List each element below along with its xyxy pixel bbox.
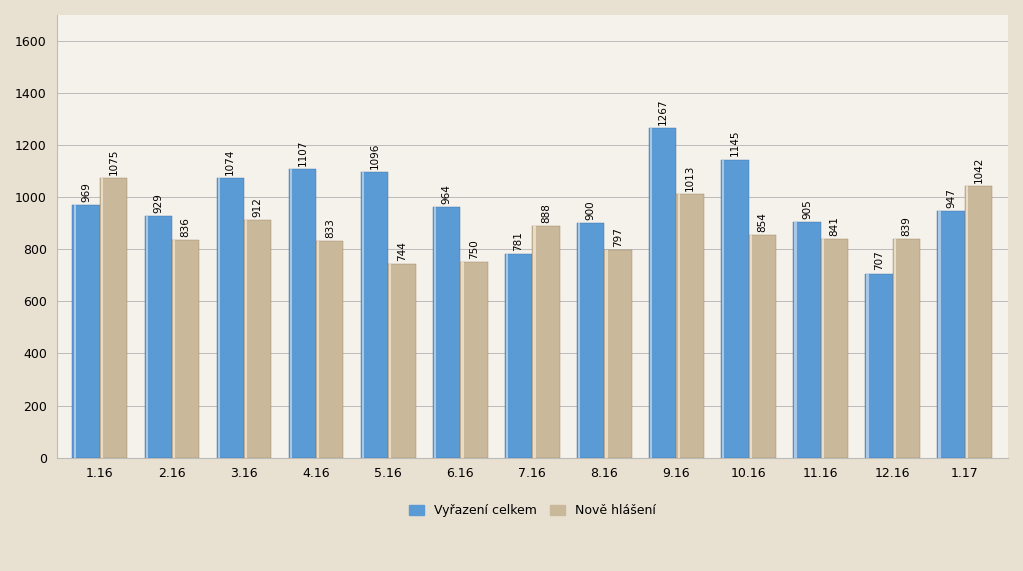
Bar	[794, 222, 797, 457]
Bar	[676, 194, 704, 457]
Text: 1074: 1074	[225, 148, 235, 175]
Text: 1107: 1107	[298, 140, 307, 166]
Bar	[966, 186, 968, 457]
Text: 947: 947	[946, 188, 957, 208]
Bar	[821, 239, 824, 457]
Bar	[144, 216, 172, 457]
Text: 900: 900	[586, 200, 595, 220]
Text: 1013: 1013	[685, 164, 696, 191]
Bar	[893, 239, 920, 457]
Bar	[362, 172, 364, 457]
Text: 833: 833	[324, 218, 335, 238]
Text: 781: 781	[514, 231, 524, 251]
Bar	[100, 178, 127, 457]
Text: 841: 841	[830, 216, 839, 236]
Bar	[290, 170, 292, 457]
Bar	[74, 206, 76, 457]
Text: 744: 744	[397, 241, 407, 261]
Bar	[894, 239, 896, 457]
Bar	[965, 186, 992, 457]
Bar	[218, 178, 220, 457]
Bar	[606, 250, 608, 457]
Text: 929: 929	[153, 193, 164, 212]
Text: 797: 797	[613, 227, 623, 247]
Bar	[677, 194, 679, 457]
Text: 1042: 1042	[974, 157, 983, 183]
Text: 905: 905	[802, 199, 812, 219]
Bar	[316, 241, 344, 457]
Bar	[461, 262, 463, 457]
Bar	[434, 207, 436, 457]
Text: 836: 836	[181, 217, 190, 237]
Bar	[865, 274, 893, 457]
Bar	[217, 178, 244, 457]
Bar	[749, 235, 775, 457]
Bar	[750, 235, 752, 457]
Bar	[101, 178, 103, 457]
Text: 1096: 1096	[369, 143, 380, 169]
Bar	[244, 220, 271, 457]
Text: 707: 707	[874, 251, 884, 271]
Bar	[578, 223, 580, 457]
Bar	[317, 241, 319, 457]
Bar	[793, 222, 820, 457]
Bar	[172, 240, 199, 457]
Text: 1267: 1267	[658, 98, 668, 124]
Text: 969: 969	[81, 182, 91, 202]
Bar	[505, 254, 532, 457]
Text: 1075: 1075	[108, 148, 119, 175]
Bar	[937, 211, 965, 457]
Bar	[389, 264, 392, 457]
Bar	[361, 172, 388, 457]
Bar	[288, 170, 316, 457]
Bar	[388, 264, 415, 457]
Text: 854: 854	[757, 212, 767, 232]
Bar	[460, 262, 488, 457]
Bar	[506, 254, 508, 457]
Bar	[649, 128, 676, 457]
Legend: Vyřazení celkem, Nově hlášení: Vyřazení celkem, Nově hlášení	[404, 499, 661, 522]
Bar	[651, 128, 653, 457]
Bar	[605, 250, 632, 457]
Bar	[145, 216, 147, 457]
Text: 964: 964	[442, 184, 451, 203]
Text: 888: 888	[541, 203, 551, 223]
Text: 750: 750	[469, 239, 479, 259]
Bar	[866, 274, 869, 457]
Text: 1145: 1145	[729, 130, 740, 156]
Bar	[173, 240, 175, 457]
Bar	[938, 211, 941, 457]
Bar	[433, 207, 460, 457]
Bar	[820, 239, 848, 457]
Bar	[246, 220, 248, 457]
Text: 839: 839	[901, 216, 911, 236]
Bar	[533, 227, 536, 457]
Bar	[577, 223, 605, 457]
Bar	[532, 227, 560, 457]
Bar	[73, 206, 100, 457]
Bar	[721, 159, 749, 457]
Text: 912: 912	[253, 197, 263, 217]
Bar	[722, 159, 724, 457]
